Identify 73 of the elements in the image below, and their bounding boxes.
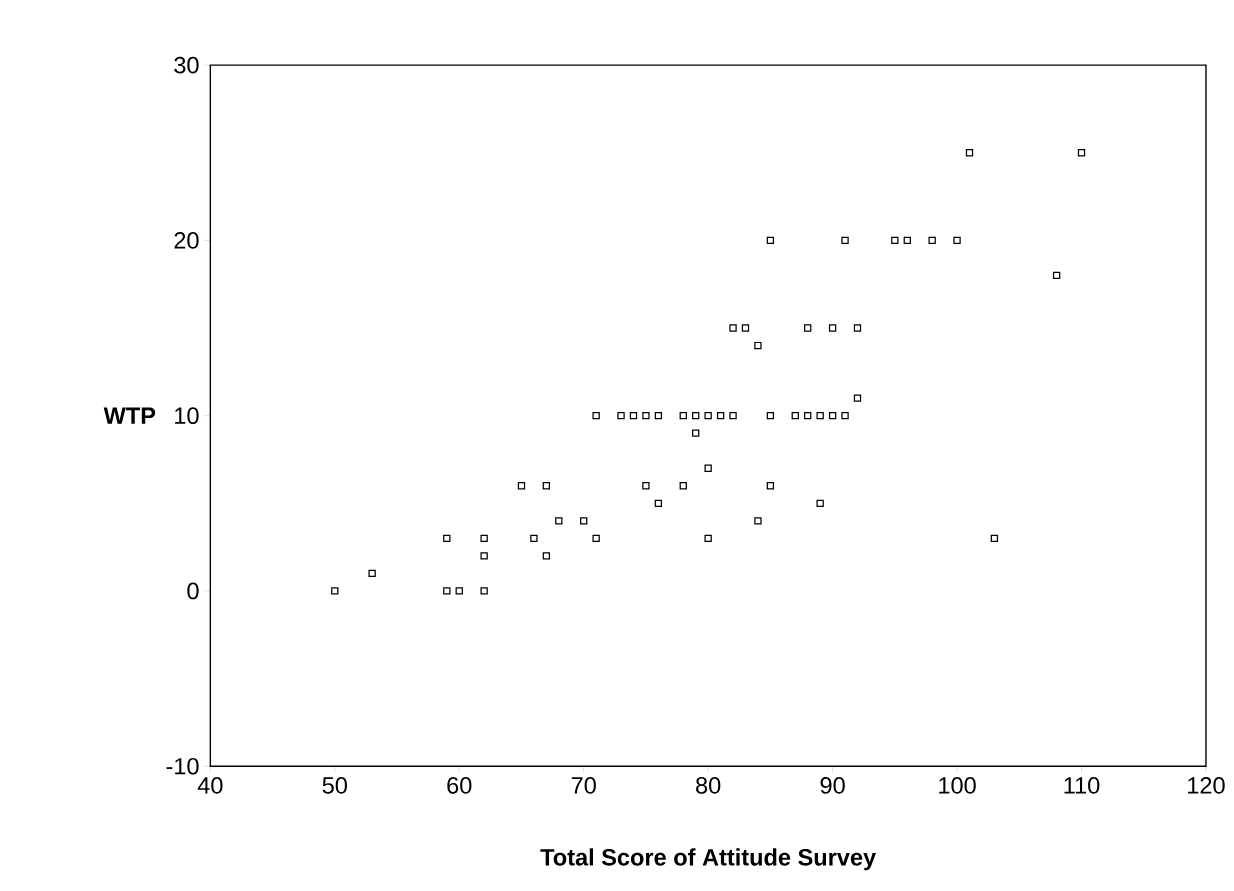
point (692, 411, 700, 420)
point (828, 324, 837, 332)
point (580, 516, 588, 525)
point (903, 236, 911, 244)
point (754, 516, 762, 525)
x-tick-label: 50 (322, 776, 347, 794)
point (679, 481, 687, 490)
point (617, 411, 625, 420)
point (729, 411, 737, 420)
point (555, 516, 563, 525)
point (542, 552, 551, 560)
point (841, 236, 849, 244)
point (331, 587, 339, 595)
point (853, 394, 862, 402)
point (443, 534, 451, 542)
point (480, 587, 488, 595)
point (953, 236, 961, 244)
point (841, 411, 849, 420)
point (629, 411, 638, 420)
x-tick-label: 60 (447, 776, 472, 794)
point (654, 499, 663, 507)
point (928, 236, 936, 244)
point (1052, 271, 1061, 279)
y-tick-label: 0 (187, 582, 199, 600)
y-tick-label: 30 (174, 56, 199, 74)
point (480, 534, 488, 542)
point (828, 411, 837, 420)
x-tick-label: 100 (939, 776, 976, 794)
point (704, 464, 712, 472)
point (480, 552, 488, 560)
point (530, 534, 538, 542)
x-tick-label: 70 (571, 776, 596, 794)
point (965, 148, 974, 157)
y-tick-label: 20 (174, 231, 199, 249)
point (816, 411, 824, 420)
point (455, 587, 463, 595)
point (592, 411, 600, 420)
point (654, 411, 663, 420)
point (766, 481, 775, 490)
point (1077, 148, 1086, 157)
x-tick-label: 110 (1064, 776, 1100, 794)
point (517, 481, 526, 490)
x-axis-title: Total Score of Attitude Survey (540, 848, 877, 871)
point (791, 411, 799, 420)
x-tick-label: 120 (1188, 776, 1225, 794)
y-tick-label: 10 (175, 407, 199, 424)
point (704, 534, 712, 542)
point (729, 324, 737, 332)
point (853, 324, 862, 332)
point (766, 411, 775, 420)
point (642, 411, 650, 420)
point (766, 236, 775, 244)
point (704, 411, 712, 420)
point (368, 569, 376, 577)
x-tick-label: 90 (820, 776, 845, 794)
point (679, 411, 687, 420)
point (891, 236, 899, 244)
point (804, 411, 812, 420)
point (443, 587, 451, 595)
y-tick-label: -10 (166, 757, 199, 775)
point (804, 324, 812, 332)
point (816, 499, 824, 507)
y-axis-title: WTP (103, 407, 156, 424)
point (692, 429, 700, 437)
point (642, 481, 650, 490)
point (592, 534, 600, 542)
point (990, 534, 999, 542)
point (542, 481, 551, 490)
x-tick-label: 40 (197, 776, 223, 794)
point (741, 324, 750, 332)
x-tick-label: 80 (696, 776, 721, 794)
point (716, 411, 725, 420)
point (754, 341, 762, 350)
